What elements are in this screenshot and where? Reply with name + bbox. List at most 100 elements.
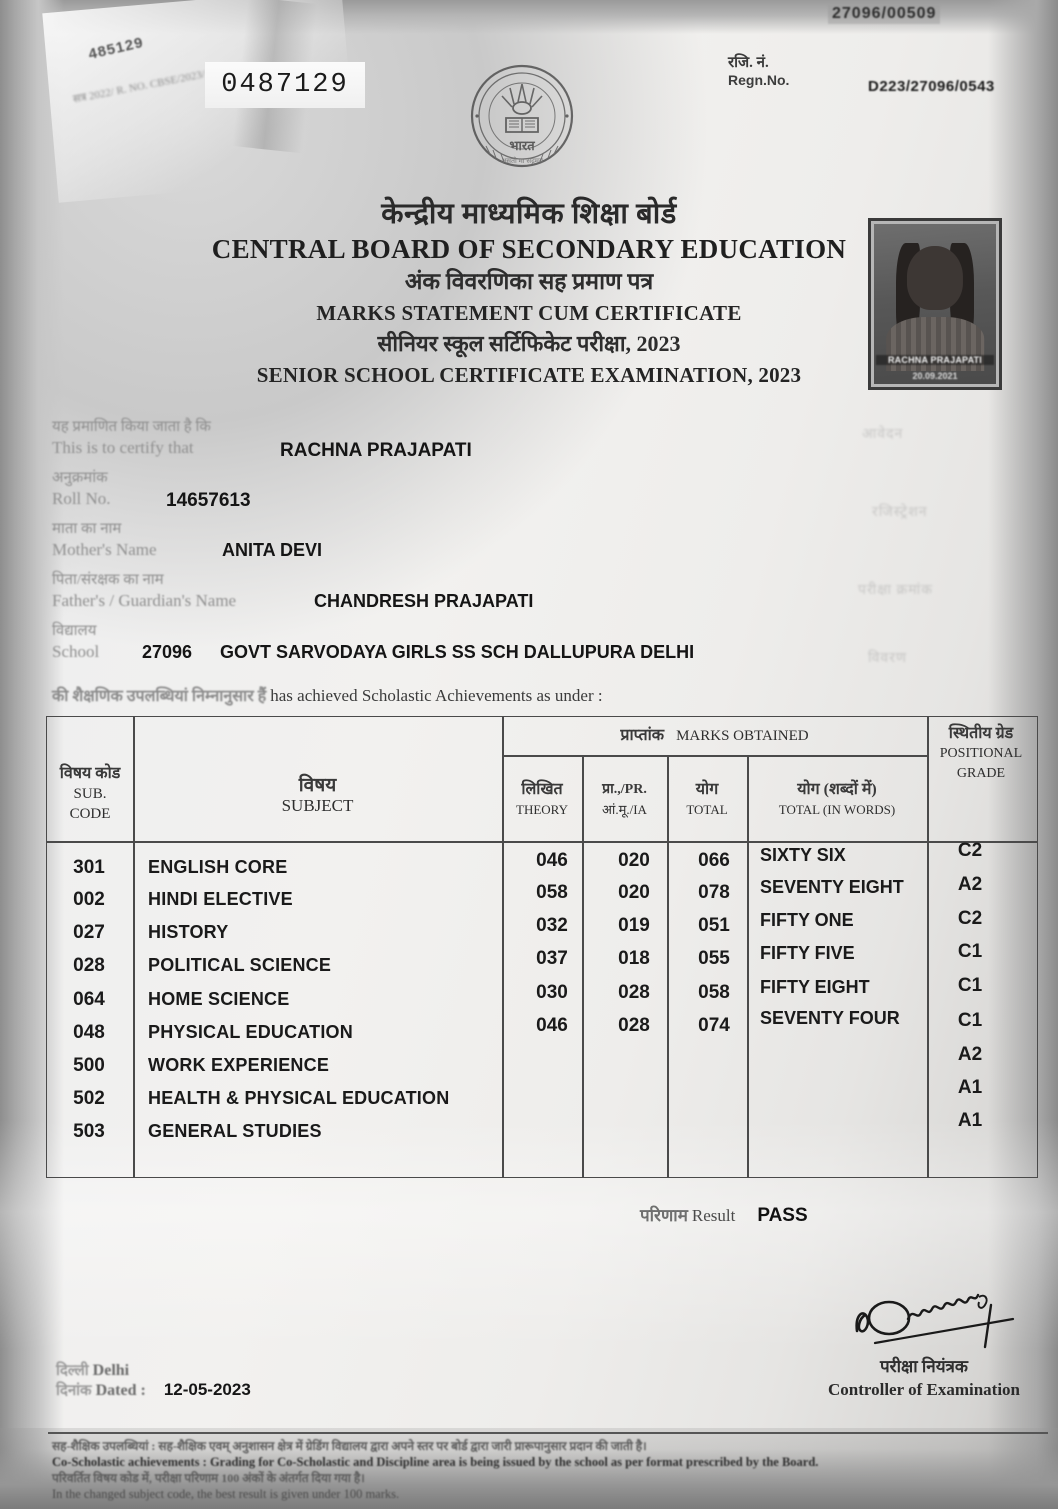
header-marks-obtained: प्राप्तांक MARKS OBTAINED <box>502 725 927 746</box>
row-grade: A2 <box>957 1044 983 1065</box>
mother-label-hi: माता का नाम <box>52 521 122 537</box>
grade-en2: GRADE <box>956 766 1006 781</box>
header-grade: स्थितीय ग्रेड POSITIONAL GRADE <box>927 723 1035 784</box>
table-divider <box>502 717 504 1177</box>
certify-label-en: This is to certify that <box>52 438 194 457</box>
footnotes: सह-शैक्षिक उपलब्धियां : सह-शैक्षिक एवम् … <box>52 1438 1058 1502</box>
row-subject: HOME SCIENCE <box>148 989 290 1009</box>
marks-obtained-group: प्राप्तांक MARKS OBTAINED <box>620 725 808 746</box>
certificate-header: केन्द्रीय माध्यमिक शिक्षा बोर्ड CENTRAL … <box>0 196 1058 390</box>
row-code: 064 <box>73 989 105 1010</box>
row-practical: 028 <box>618 1015 650 1036</box>
controller-label-hi: परीक्षा नियंत्रक <box>880 1357 968 1376</box>
row-total: 058 <box>698 982 730 1003</box>
row-practical: 020 <box>618 882 650 903</box>
row-subject: HINDI ELECTIVE <box>148 889 293 909</box>
sub-code-hi: विषय कोड <box>59 765 121 782</box>
total-words-hi: योग (शब्दों में) <box>797 781 877 798</box>
row-code: 028 <box>73 955 105 976</box>
svg-text:भारत: भारत <box>509 138 535 153</box>
footnote-2-hi: परिवर्तित विषय कोड में, परीक्षा परिणाम 1… <box>52 1471 365 1485</box>
row-code: 502 <box>73 1088 105 1109</box>
row-code: 503 <box>73 1121 105 1142</box>
bleed-through-text: परीक्षा क्रमांक <box>858 583 933 598</box>
row-subject: WORK EXPERIENCE <box>148 1055 330 1075</box>
header-total-words: योग (शब्दों में) TOTAL (IN WORDS) <box>747 779 927 820</box>
mother-row: माता का नाम Mother's Name ANITA DEVI <box>52 520 932 561</box>
row-total: 074 <box>698 1015 730 1036</box>
cbse-emblem-icon: भारत असतो मा सद्गमय <box>466 62 578 174</box>
table-divider <box>582 755 584 1177</box>
issue-date: 12-05-2023 <box>163 1380 251 1399</box>
row-subject: POLITICAL SCIENCE <box>148 955 332 975</box>
row-practical: 020 <box>618 850 650 871</box>
result-label-hi: परिणाम <box>640 1206 688 1225</box>
theory-hi: लिखित <box>521 781 563 798</box>
header-total: योग TOTAL <box>667 779 747 820</box>
row-grade: A2 <box>957 874 983 895</box>
school-name: GOVT SARVODAYA GIRLS SS SCH DALLUPURA DE… <box>220 642 695 662</box>
row-practical: 018 <box>618 948 650 969</box>
row-theory: 046 <box>536 1015 568 1036</box>
row-theory: 058 <box>536 882 568 903</box>
footnote-rule <box>48 1432 1048 1434</box>
mother-name: ANITA DEVI <box>222 540 323 560</box>
row-practical: 019 <box>618 915 650 936</box>
certificate-number: 0487129 <box>221 70 349 100</box>
subject-en: SUBJECT <box>281 796 354 815</box>
header-theory: लिखित THEORY <box>502 779 582 820</box>
row-subject: HISTORY <box>148 922 229 942</box>
bleed-through-text: आवेदन <box>862 427 904 442</box>
certificate-number-box: 0487129 <box>205 62 365 108</box>
row-theory: 030 <box>536 982 568 1003</box>
result-value: PASS <box>757 1205 808 1226</box>
certify-label-hi: यह प्रमाणित किया जाता है कि <box>52 419 211 435</box>
footnote-1-hi: सह-शैक्षिक उपलब्धियां : सह-शैक्षिक एवम् … <box>52 1439 647 1453</box>
exam-title-en: SENIOR SCHOOL CERTIFICATE EXAMINATION, 2… <box>256 363 802 387</box>
row-subject: HEALTH & PHYSICAL EDUCATION <box>148 1088 450 1108</box>
grade-en1: POSITIONAL <box>939 746 1023 761</box>
sub-code-en2: CODE <box>69 806 111 822</box>
grade-hi: स्थितीय ग्रेड <box>948 725 1014 742</box>
row-practical: 028 <box>618 982 650 1003</box>
row-grade: C1 <box>957 1010 983 1031</box>
student-photo-image: RACHNA PRAJAPATI 20.09.2021 <box>874 224 996 384</box>
footnote-1-en: Co-Scholastic achievements : Grading for… <box>52 1455 819 1469</box>
row-total: 055 <box>698 948 730 969</box>
registration-label-en: Regn.No. <box>728 72 790 88</box>
result-line: परिणाम Result PASS <box>640 1203 808 1227</box>
achievement-text-hi: की शैक्षणिक उपलब्धियां निम्नानुसार हैं <box>52 688 267 705</box>
total-en: TOTAL <box>686 802 728 817</box>
certify-row: यह प्रमाणित किया जाता है कि This is to c… <box>52 418 932 461</box>
achievement-line: की शैक्षणिक उपलब्धियां निम्नानुसार हैं h… <box>52 684 603 706</box>
table-divider <box>502 755 927 757</box>
row-theory: 037 <box>536 948 568 969</box>
row-total-words: SIXTY SIX <box>760 845 846 865</box>
row-total-words: SEVENTY FOUR <box>760 1008 900 1028</box>
row-grade: C1 <box>957 975 983 996</box>
roll-number: 14657613 <box>166 490 251 511</box>
table-divider <box>133 717 135 1177</box>
place-label-en: Delhi <box>92 1362 130 1379</box>
header-sub-code: विषय कोड SUB. CODE <box>47 763 133 824</box>
school-row: विद्यालय School 27096 GOVT SARVODAYA GIR… <box>52 622 932 663</box>
row-total: 066 <box>698 850 730 871</box>
roll-label-hi: अनुक्रमांक <box>52 470 108 486</box>
mother-label-en: Mother's Name <box>52 540 157 559</box>
row-theory: 032 <box>536 915 568 936</box>
paper-edge-left <box>0 0 64 1509</box>
date-label-hi: दिनांक <box>56 1383 92 1399</box>
row-code: 048 <box>73 1022 105 1043</box>
roll-row: अनुक्रमांक Roll No. 14657613 <box>52 469 932 511</box>
row-grade: A1 <box>957 1110 983 1131</box>
row-code: 500 <box>73 1055 105 1076</box>
issue-place-date: दिल्ली Delhi दिनांक Dated : 12-05-2023 <box>56 1360 251 1400</box>
place-label-hi: दिल्ली <box>56 1363 89 1379</box>
paper-sheen <box>0 1120 1058 1350</box>
marks-obtained-hi: प्राप्तांक <box>620 727 665 744</box>
subject-hi: विषय <box>298 775 337 796</box>
registration-label-hi: रजि. नं. <box>728 55 769 71</box>
row-code: 301 <box>73 857 105 878</box>
row-subject: PHYSICAL EDUCATION <box>148 1022 353 1042</box>
